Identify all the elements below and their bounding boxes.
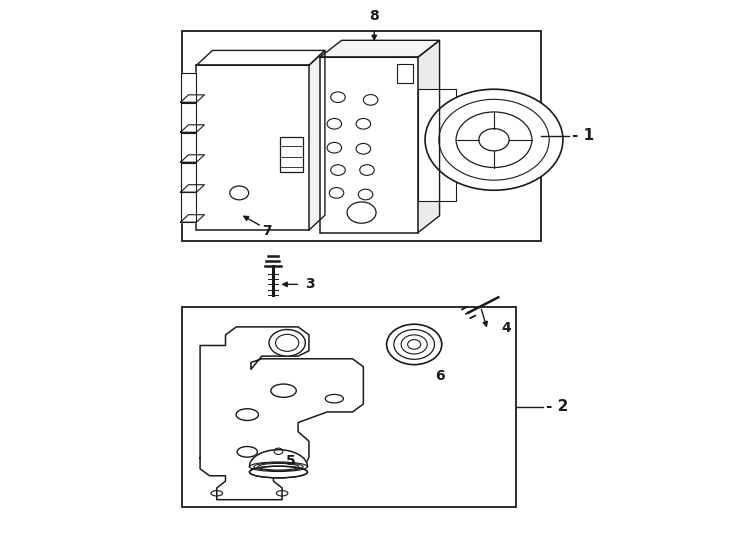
Text: 3: 3: [305, 278, 315, 292]
Text: 8: 8: [369, 9, 379, 23]
Polygon shape: [181, 103, 197, 132]
Text: 5: 5: [286, 454, 296, 468]
Text: 4: 4: [501, 321, 511, 334]
Text: - 1: - 1: [572, 129, 594, 143]
Text: - 2: - 2: [546, 400, 569, 414]
Polygon shape: [320, 57, 418, 233]
Text: 7: 7: [262, 224, 272, 238]
Polygon shape: [197, 50, 325, 65]
Bar: [398, 64, 413, 83]
Circle shape: [479, 129, 509, 151]
Bar: [320, 57, 418, 233]
Polygon shape: [181, 163, 197, 192]
Polygon shape: [181, 95, 205, 102]
Polygon shape: [181, 72, 197, 102]
Circle shape: [269, 329, 305, 356]
Polygon shape: [320, 40, 440, 57]
Bar: [182, 31, 541, 241]
Ellipse shape: [250, 466, 308, 478]
Bar: [418, 89, 456, 201]
Polygon shape: [181, 215, 205, 222]
Text: 6: 6: [435, 369, 444, 383]
Circle shape: [387, 324, 442, 365]
Bar: [197, 65, 309, 230]
Polygon shape: [197, 65, 309, 230]
Polygon shape: [181, 185, 205, 192]
Polygon shape: [181, 155, 205, 162]
Bar: [280, 137, 303, 172]
Polygon shape: [200, 327, 363, 500]
Polygon shape: [418, 40, 440, 233]
Polygon shape: [309, 50, 325, 230]
Polygon shape: [181, 132, 197, 162]
Polygon shape: [181, 125, 205, 132]
Bar: [182, 307, 516, 507]
Polygon shape: [250, 450, 308, 467]
Polygon shape: [181, 192, 197, 222]
Circle shape: [425, 89, 563, 190]
